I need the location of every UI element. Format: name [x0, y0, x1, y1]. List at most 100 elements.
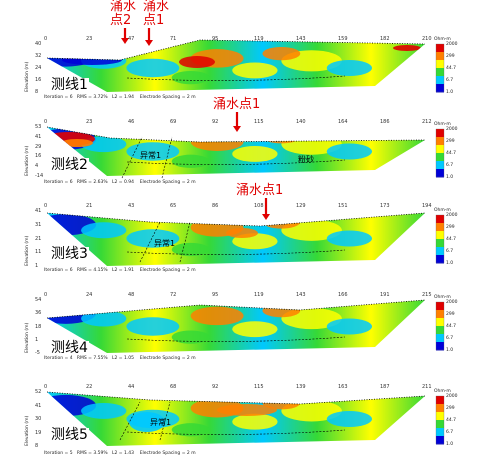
y-axis-label: Elevation (m) [25, 61, 30, 92]
x-tick-label: 71 [170, 36, 177, 42]
y-tick-label: 30 [35, 416, 42, 422]
x-tick-label: 159 [338, 36, 348, 42]
x-tick-label: 151 [338, 203, 348, 209]
scale-tick-label: 6.7 [446, 336, 454, 341]
x-tick-label: 43 [128, 203, 135, 209]
x-tick-label: 44 [128, 384, 135, 390]
y-tick-label: 41 [35, 133, 42, 140]
y-tick-label: 32 [35, 53, 42, 59]
scale-tick-label: 2000 [446, 213, 458, 218]
sand-label-2: 粉砂 [298, 155, 314, 164]
color-scale-3 [435, 214, 445, 264]
anomaly-label-5: 异常1 [150, 418, 172, 427]
scale-tick-label: 299 [446, 406, 455, 411]
anomaly-label-2: 异常1 [140, 151, 162, 160]
electrode-line-5 [46, 391, 426, 405]
profile-3-group [46, 212, 426, 266]
y-tick-label: 52 [35, 389, 42, 395]
scale-tick-label: 2000 [446, 394, 458, 399]
x-tick-label: 95 [212, 36, 219, 42]
profile-3-section [47, 213, 425, 266]
y-tick-label: 19 [35, 429, 42, 436]
footer-line-2: Iteration = 6 RMS = 2.63% L2 = 0.94 Elec… [44, 180, 196, 185]
scale-tick-label: 299 [446, 312, 455, 317]
y-tick-label: 24 [35, 65, 42, 71]
y-tick-label: 16 [35, 153, 42, 160]
y-tick-label: 11 [35, 249, 42, 256]
y-tick-label: 18 [35, 323, 42, 330]
x-tick-label: 140 [296, 119, 306, 125]
x-tick-label: 69 [170, 119, 177, 125]
line-1-label: 测线1 [50, 77, 89, 93]
x-tick-label: 23 [86, 36, 93, 42]
y-tick-label: -14 [35, 173, 44, 179]
y-tick-label: 4 [35, 163, 39, 170]
y-tick-label: 41 [35, 402, 42, 409]
x-tick-label: 115 [254, 384, 264, 390]
electrode-line-1 [46, 39, 426, 61]
scale-title: Ohm-m [434, 37, 451, 42]
water-arrow-head [121, 38, 129, 44]
x-tick-label: 173 [380, 203, 390, 209]
scale-tick-label: 1.0 [446, 348, 454, 353]
scale-tick-label: 6.7 [446, 430, 454, 435]
y-tick-label: 36 [35, 310, 42, 317]
profile-5-group [46, 391, 426, 446]
profile-4-group [46, 299, 426, 353]
profile-1-section [47, 40, 425, 92]
x-tick-label: 166 [338, 292, 348, 298]
x-tick-label: 143 [296, 36, 306, 42]
x-tick-label: 191 [380, 292, 390, 298]
scale-title: Ohm-m [434, 208, 451, 213]
color-scale-4 [435, 301, 445, 351]
y-tick-label: -5 [35, 350, 40, 356]
line-2-label: 测线2 [50, 157, 89, 173]
scale-tick-label: 44.7 [446, 324, 457, 329]
color-scale-5 [435, 395, 445, 445]
x-tick-label: 187 [380, 384, 390, 390]
water-point-1-label-line2: 涌水点1 [213, 97, 261, 112]
x-tick-label: 86 [212, 203, 219, 209]
scale-tick-label: 1.0 [446, 442, 454, 447]
boundary-line-1 [126, 75, 346, 81]
profile-2-section [47, 127, 425, 176]
boundary-line-2 [126, 159, 346, 165]
water-arrow-head [233, 126, 241, 132]
scale-title: Ohm-m [434, 389, 451, 394]
y-tick-label: 16 [35, 77, 42, 83]
footer-line-1: Iteration = 6 RMS = 3.72% L2 = 1.94 Elec… [44, 95, 196, 100]
x-tick-label: 0 [44, 384, 48, 390]
y-axis-label: Elevation (m) [25, 145, 30, 176]
y-tick-label: 31 [35, 221, 42, 228]
profile-2-group [46, 126, 426, 176]
x-tick-label: 24 [86, 292, 93, 298]
anomaly-outline [121, 136, 173, 179]
anomaly-outline [139, 221, 191, 263]
line-4-label: 测线4 [50, 340, 89, 356]
scale-tick-label: 1.0 [446, 175, 454, 180]
scale-tick-label: 2000 [446, 127, 458, 132]
scale-tick-label: 44.7 [446, 151, 457, 156]
water-arrow-head [262, 214, 270, 220]
scale-tick-label: 44.7 [446, 66, 457, 71]
x-tick-label: 48 [128, 292, 135, 298]
line-5-label: 测线5 [50, 427, 89, 443]
scale-tick-label: 1.0 [446, 90, 454, 95]
y-tick-label: 54 [35, 297, 42, 303]
x-tick-label: 108 [254, 203, 264, 209]
scale-title: Ohm-m [434, 122, 451, 127]
y-tick-label: 53 [35, 124, 42, 130]
x-tick-label: 95 [212, 292, 219, 298]
boundary-line-5 [126, 429, 346, 435]
x-tick-label: 47 [128, 36, 135, 42]
water-arrow-head [145, 40, 153, 46]
footer-line-4: Iteration = 4 RMS = 7.55% L2 = 1.05 Elec… [44, 356, 196, 361]
scale-tick-label: 299 [446, 225, 455, 230]
boundary-line-4 [126, 336, 346, 342]
x-tick-label: 211 [422, 384, 432, 390]
x-tick-label: 115 [254, 119, 264, 125]
y-tick-label: 21 [35, 235, 42, 242]
scale-tick-label: 2000 [446, 300, 458, 305]
y-tick-label: 8 [35, 443, 39, 449]
